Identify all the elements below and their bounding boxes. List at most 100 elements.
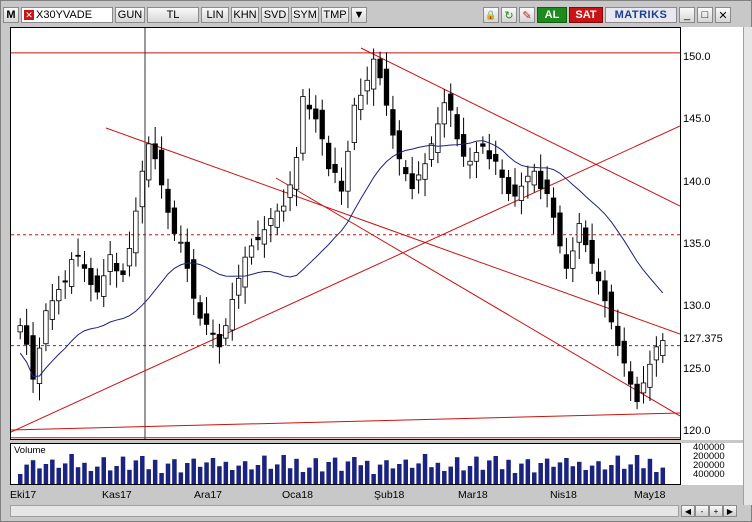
trend-line: [10, 125, 681, 433]
candle-body: [660, 340, 666, 356]
candle-body: [68, 259, 75, 287]
khn-button[interactable]: KHN: [231, 7, 259, 23]
candle-body: [152, 143, 158, 160]
dropdown-icon[interactable]: ▼: [351, 7, 367, 23]
volume-bar: [120, 456, 126, 484]
candle-body: [30, 335, 36, 380]
candle-body: [319, 109, 325, 140]
volume-bar: [332, 457, 338, 484]
candle-body: [62, 280, 68, 283]
candle-body: [43, 310, 49, 345]
volume-bar: [345, 461, 351, 484]
volume-bar: [364, 460, 370, 484]
volume-bar: [583, 470, 588, 484]
price-axis: 120.0 125.0 130.0 135.0 140.0 145.0 150.0 127.3…: [681, 27, 743, 440]
close-icon[interactable]: ✕: [24, 10, 34, 20]
minimize-icon[interactable]: _: [679, 7, 695, 23]
candle-body: [345, 150, 351, 192]
volume-bar: [140, 456, 145, 484]
volume-axis: 400000 200000 200000 400000: [681, 443, 743, 485]
volume-bar: [621, 468, 627, 484]
volume-bar: [88, 471, 94, 484]
volume-bar: [538, 463, 543, 484]
buy-button[interactable]: AL: [537, 7, 567, 23]
candle-body: [525, 175, 531, 183]
candle-body: [49, 300, 55, 320]
candle-body: [332, 163, 338, 173]
candle-body: [203, 313, 210, 325]
candle-body: [56, 289, 62, 302]
window-close-icon[interactable]: ✕: [715, 7, 731, 23]
currency-button[interactable]: TL: [147, 7, 199, 23]
candle-body: [422, 163, 428, 180]
volume-bar: [384, 460, 389, 484]
scale-button[interactable]: LIN: [201, 7, 229, 23]
volume-bar: [570, 466, 576, 484]
candle-body: [293, 157, 300, 190]
candle-body: [313, 108, 319, 120]
volume-bar: [165, 463, 171, 484]
volume-bar: [519, 463, 524, 484]
vertical-scrollbar[interactable]: [743, 27, 752, 505]
scroll-right-icon[interactable]: ▶: [723, 505, 737, 517]
volume-bar: [647, 458, 653, 484]
volume-bar: [204, 462, 209, 484]
candle-body: [191, 259, 197, 299]
candle-body: [325, 142, 332, 170]
candle-body: [467, 160, 473, 166]
volume-bar: [319, 471, 325, 484]
refresh-icon[interactable]: ↻: [501, 7, 517, 23]
price-chart[interactable]: [10, 27, 681, 440]
candle-body: [17, 325, 23, 333]
volume-bar: [133, 460, 139, 484]
volume-bar: [377, 464, 383, 484]
sell-button[interactable]: SAT: [569, 7, 603, 23]
scroll-left-icon[interactable]: ◀: [681, 505, 695, 517]
candle-body: [139, 170, 145, 208]
zoom-out-icon[interactable]: -: [695, 505, 709, 517]
candle-body: [364, 79, 370, 92]
candle-body: [23, 325, 30, 345]
volume-bar: [544, 458, 550, 484]
candle-body: [589, 239, 595, 264]
volume-tick: 400000: [693, 442, 725, 453]
volume-bar: [506, 459, 511, 484]
candle-body: [377, 58, 383, 79]
period-button[interactable]: GUN: [115, 7, 145, 23]
tools-icon[interactable]: ✎: [519, 7, 535, 23]
svd-button[interactable]: SVD: [261, 7, 289, 23]
menu-icon[interactable]: M: [3, 7, 19, 23]
volume-bar: [326, 462, 331, 484]
trend-line: [10, 412, 681, 431]
symbol-field[interactable]: ✕ X30YVADE: [21, 7, 113, 23]
tmp-button[interactable]: TMP: [321, 7, 349, 23]
volume-bar: [467, 466, 473, 484]
brand-logo: MATRIKS: [605, 7, 677, 23]
lock-icon[interactable]: 🔒: [483, 7, 499, 23]
zoom-in-icon[interactable]: +: [709, 505, 723, 517]
horizontal-scrollbar[interactable]: [10, 505, 679, 517]
candle-body: [403, 167, 409, 175]
maximize-icon[interactable]: □: [697, 7, 713, 23]
candle-body: [158, 149, 165, 186]
candle-body: [338, 180, 345, 192]
candle-body: [602, 280, 608, 302]
candle-body: [634, 383, 640, 403]
volume-bar: [641, 468, 646, 484]
volume-bar: [525, 459, 531, 484]
candle-body: [563, 254, 570, 269]
sym-button[interactable]: SYM: [291, 7, 319, 23]
price-tick: 130.0: [683, 300, 711, 313]
candle-body: [454, 114, 460, 140]
date-tick: Oca18: [282, 489, 313, 501]
candle-body: [615, 325, 621, 346]
price-tick: 140.0: [683, 175, 711, 188]
volume-bar: [50, 459, 55, 484]
volume-bar: [24, 464, 29, 484]
candle-body: [493, 154, 499, 162]
candle-body: [415, 174, 422, 181]
candle-body: [120, 270, 126, 275]
candle-body: [608, 291, 615, 323]
candle-body: [550, 197, 557, 218]
